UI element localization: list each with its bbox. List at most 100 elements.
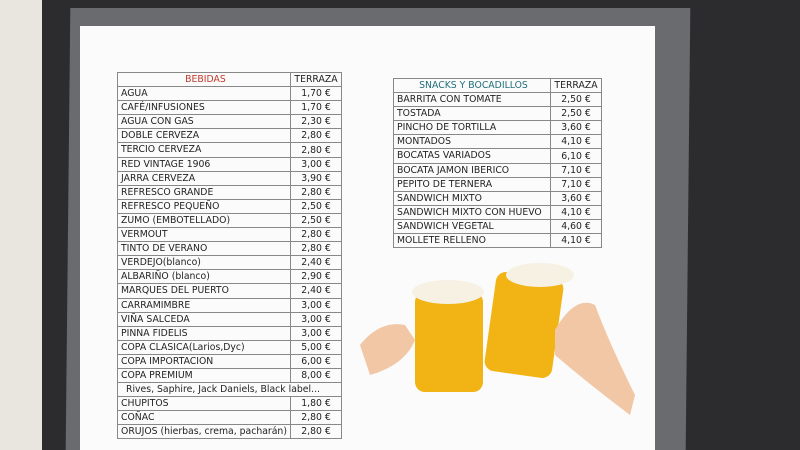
item-name: ORUJOS (hierbas, crema, pacharán) bbox=[118, 425, 291, 439]
item-price: 2,30 € bbox=[301, 116, 331, 128]
item-name: COPA CLASICA(Larios,Dyc) bbox=[118, 340, 291, 354]
item-name: REFRESCO PEQUEÑO bbox=[118, 199, 291, 213]
menu-row: AGUA CON GAS 2,30 € bbox=[118, 115, 341, 130]
menu-paper bbox=[80, 26, 655, 450]
item-name: CARRAMIMBRE bbox=[118, 298, 291, 312]
item-price: 3,00 € bbox=[301, 327, 331, 339]
menu-row: CARRAMIMBRE 3,00 € bbox=[118, 298, 341, 313]
item-price: 3,60 € bbox=[561, 122, 591, 134]
menu-row: BARRITA CON TOMATE 2,50 € bbox=[394, 93, 601, 108]
menu-row: SANDWICH VEGETAL 4,60 € bbox=[394, 219, 601, 235]
header-row: BEBIDAS TERRAZA bbox=[118, 73, 341, 88]
item-name: BARRITA CON TOMATE bbox=[394, 93, 551, 107]
mug bbox=[484, 272, 564, 378]
item-name: REFRESCO GRANDE bbox=[118, 185, 291, 199]
item-price: 3,00 € bbox=[301, 158, 331, 170]
item-name: COPA PREMIUM bbox=[118, 368, 291, 383]
item-name: TOSTADA bbox=[394, 107, 551, 121]
menu-row: ZUMO (EMBOTELLADO) 2,50 € bbox=[118, 213, 341, 229]
drinks-table: BEBIDAS TERRAZA AGUA 1,70 € CAFÉ/INFUSIONES 1… bbox=[117, 72, 342, 440]
menu-row: JARRA CERVEZA 3,90 € bbox=[118, 171, 341, 186]
item-price: 4,10 € bbox=[561, 136, 591, 148]
item-name: COÑAC bbox=[118, 411, 291, 425]
item-name: PEPITO DE TERNERA bbox=[394, 177, 551, 191]
header-cell: BEBIDAS bbox=[118, 73, 291, 87]
item-price: 1,70 € bbox=[301, 88, 331, 100]
item-price: 7,10 € bbox=[561, 164, 591, 176]
item-name: TERCIO CERVEZA bbox=[118, 143, 291, 157]
menu-row: MOLLETE RELLENO 4,10 € bbox=[394, 234, 601, 249]
item-name: BOCATAS VARIADOS bbox=[394, 149, 551, 163]
menu-row: VERDEJO(blanco) 2,40 € bbox=[118, 256, 341, 271]
hand bbox=[555, 302, 635, 415]
menu-row: BOCATAS VARIADOS 6,10 € bbox=[394, 149, 601, 164]
item-price: 2,80 € bbox=[301, 243, 331, 255]
header-cell: SNACKS Y BOCADILLOS bbox=[394, 79, 551, 93]
item-name: VERMOUT bbox=[118, 228, 291, 242]
item-name: VERDEJO(blanco) bbox=[118, 256, 291, 270]
item-price: 1,70 € bbox=[301, 102, 331, 114]
item-name: SANDWICH VEGETAL bbox=[394, 219, 551, 234]
item-price: 2,80 € bbox=[301, 144, 331, 156]
menu-row: SANDWICH MIXTO 3,60 € bbox=[394, 191, 601, 206]
menu-row: COÑAC 2,80 € bbox=[118, 411, 341, 426]
item-price: 3,90 € bbox=[301, 172, 331, 184]
menu-row: COPA IMPORTACION 6,00 € bbox=[118, 354, 341, 369]
item-name: ALBARIÑO (blanco) bbox=[118, 270, 291, 284]
item-price: 6,10 € bbox=[561, 150, 591, 162]
item-name: SANDWICH MIXTO CON HUEVO bbox=[394, 205, 551, 219]
snacks-table: SNACKS Y BOCADILLOS TERRAZA BARRITA CON TO… bbox=[393, 78, 602, 249]
menu-row: CAFÉ/INFUSIONES 1,70 € bbox=[118, 101, 341, 116]
menu-row: DOBLE CERVEZA 2,80 € bbox=[118, 129, 341, 144]
item-price: 2,80 € bbox=[301, 130, 331, 142]
foam bbox=[506, 263, 574, 287]
item-price: 7,10 € bbox=[561, 178, 591, 190]
menu-row: MARQUES DEL PUERTO 2,40 € bbox=[118, 284, 341, 299]
menu-row: PINCHO DE TORTILLA 3,60 € bbox=[394, 121, 601, 136]
menu-row: COPA CLASICA(Larios,Dyc) 5,00 € bbox=[118, 340, 341, 355]
item-price: 3,00 € bbox=[301, 299, 331, 311]
item-name: ZUMO (EMBOTELLADO) bbox=[118, 213, 291, 228]
item-name: BOCATA JAMON IBERICO bbox=[394, 163, 551, 177]
item-name: COPA IMPORTACION bbox=[118, 354, 291, 368]
item-price: 2,40 € bbox=[301, 257, 331, 269]
item-price: 8,00 € bbox=[301, 370, 331, 382]
item-name: CHUPITOS bbox=[118, 397, 291, 411]
menu-row: RED VINTAGE 1906 3,00 € bbox=[118, 157, 341, 172]
item-price: 2,50 € bbox=[301, 200, 331, 212]
menu-row: TERCIO CERVEZA 2,80 € bbox=[118, 143, 341, 158]
item-name: DOBLE CERVEZA bbox=[118, 129, 291, 143]
item-price: 5,00 € bbox=[301, 341, 331, 353]
item-price: 3,00 € bbox=[301, 313, 331, 325]
menu-row: TOSTADA 2,50 € bbox=[394, 107, 601, 122]
item-price: 4,60 € bbox=[561, 220, 591, 232]
item-price: 1,80 € bbox=[301, 398, 331, 410]
item-price: 2,80 € bbox=[301, 412, 331, 424]
menu-row: TINTO DE VERANO 2,80 € bbox=[118, 242, 341, 257]
item-price: 2,90 € bbox=[301, 271, 331, 283]
menu-row: PEPITO DE TERNERA 7,10 € bbox=[394, 177, 601, 192]
menu-row: BOCATA JAMON IBERICO 7,10 € bbox=[394, 163, 601, 178]
menu-row: CHUPITOS 1,80 € bbox=[118, 397, 341, 412]
item-price: 2,50 € bbox=[561, 108, 591, 120]
item-price: 2,80 € bbox=[301, 186, 331, 198]
item-price: 4,10 € bbox=[561, 235, 591, 247]
menu-row: SANDWICH MIXTO CON HUEVO 4,10 € bbox=[394, 205, 601, 220]
item-name: MARQUES DEL PUERTO bbox=[118, 284, 291, 298]
menu-row: VERMOUT 2,80 € bbox=[118, 228, 341, 243]
item-price: 3,60 € bbox=[561, 192, 591, 204]
item-name: SANDWICH MIXTO bbox=[394, 191, 551, 205]
mug bbox=[415, 292, 483, 392]
item-price: 6,00 € bbox=[301, 355, 331, 367]
item-name: MOLLETE RELLENO bbox=[394, 234, 551, 248]
menu-row: VIÑA SALCEDA 3,00 € bbox=[118, 312, 341, 327]
item-name: MONTADOS bbox=[394, 135, 551, 149]
item-price: 2,80 € bbox=[301, 426, 331, 438]
item-price: 2,40 € bbox=[301, 285, 331, 297]
wall bbox=[0, 0, 42, 450]
item-name: AGUA CON GAS bbox=[118, 115, 291, 129]
foam bbox=[412, 280, 484, 304]
header-row: SNACKS Y BOCADILLOS TERRAZA bbox=[394, 79, 601, 94]
